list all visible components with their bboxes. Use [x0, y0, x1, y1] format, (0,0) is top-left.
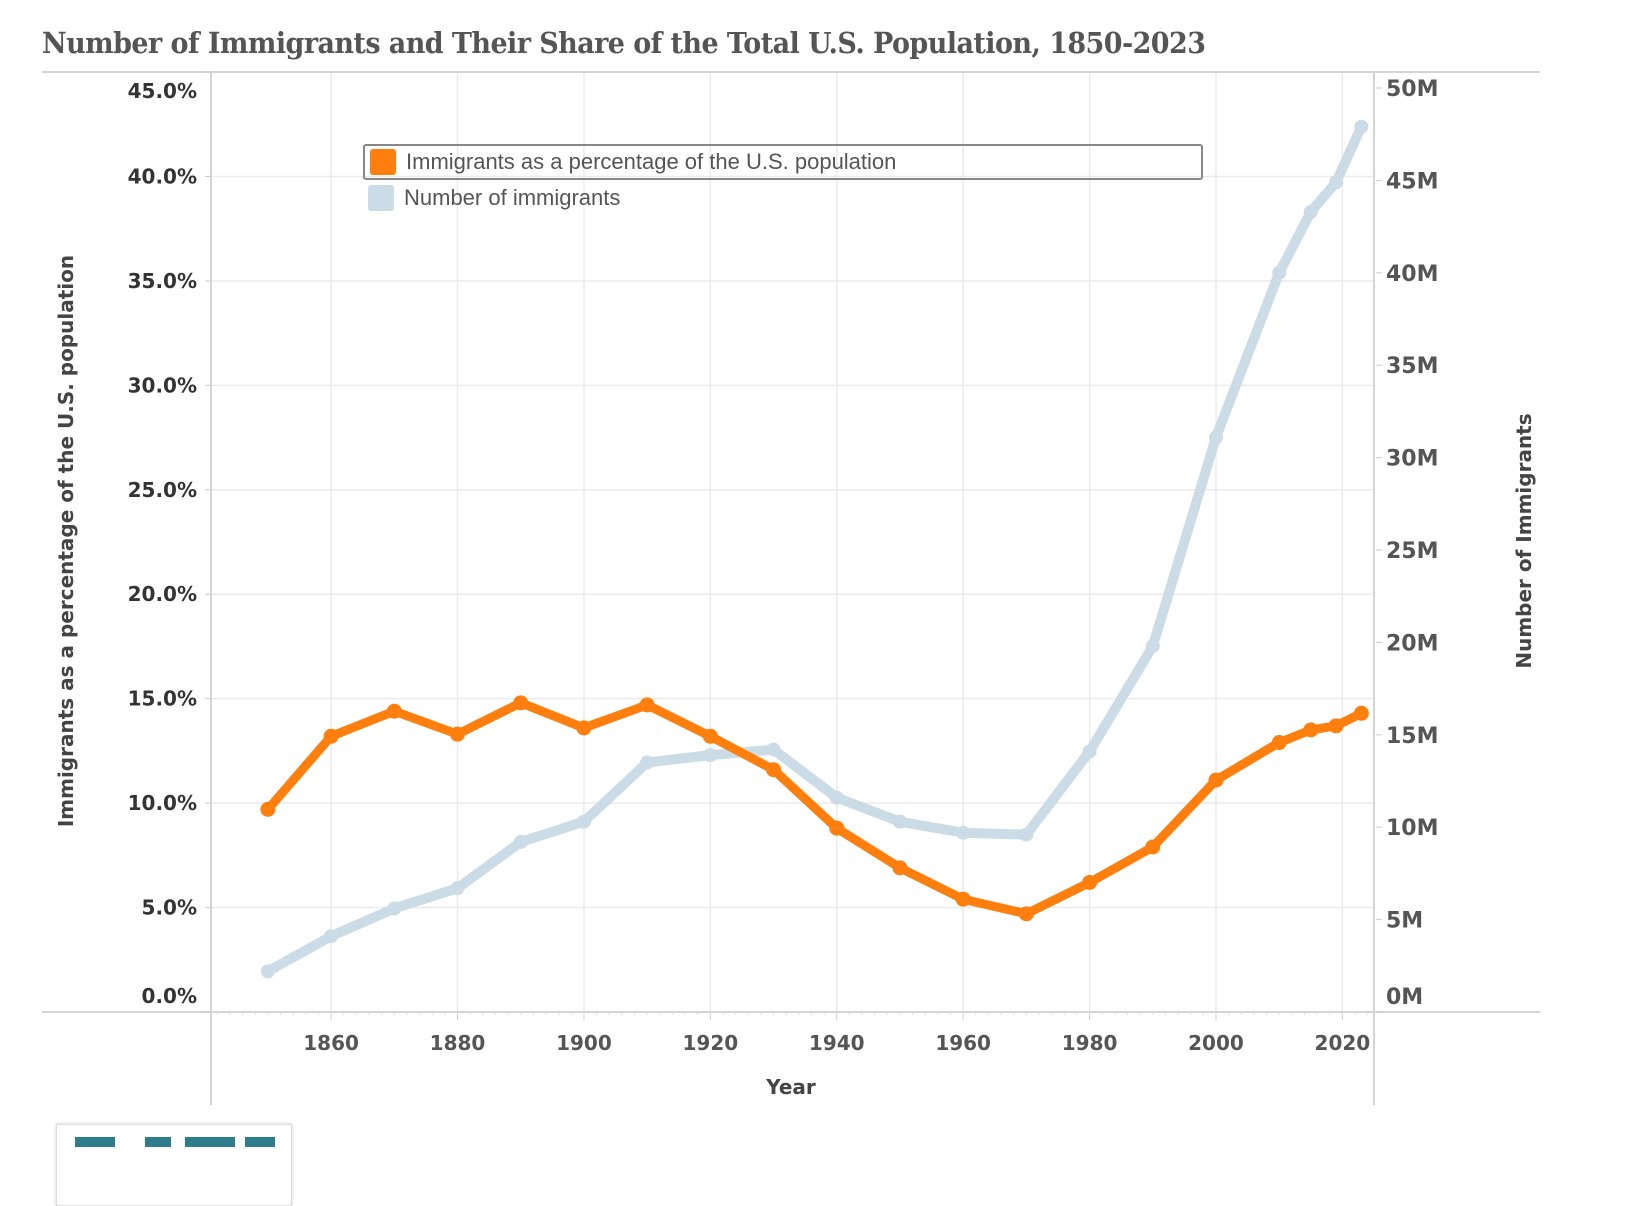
- data-point: [1353, 705, 1369, 721]
- y-left-tick-label: 5.0%: [142, 896, 197, 920]
- x-tick-label: 1880: [430, 1031, 486, 1055]
- organization-logo[interactable]: [56, 1124, 292, 1206]
- data-point: [829, 790, 844, 805]
- y-right-ticks: 0M 5M 10M 15M 20M 25M 30M 35M 40M 45M 50M: [1376, 77, 1439, 1013]
- data-point: [513, 695, 529, 711]
- x-ticks: 1860 1880 1900 1920 1940 1960 1980 2000 2020: [216, 1012, 1371, 1055]
- data-point: [1328, 718, 1344, 734]
- y-right-tick-label: 0M: [1386, 985, 1423, 1010]
- x-tick-label: 2000: [1188, 1031, 1244, 1055]
- data-point: [260, 964, 275, 979]
- legend-label: Number of immigrants: [404, 185, 621, 210]
- data-point: [323, 728, 339, 744]
- y-left-axis-title: Immigrants as a percentage of the U.S. p…: [54, 255, 78, 827]
- x-tick-label: 1940: [809, 1031, 865, 1055]
- y-left-tick-label: 40.0%: [128, 164, 197, 188]
- data-point: [1303, 204, 1318, 219]
- data-point: [703, 748, 718, 763]
- series-layer: [260, 119, 1369, 979]
- logo-mark: [75, 1137, 275, 1147]
- data-point: [513, 834, 528, 849]
- x-tick-label: 1960: [935, 1031, 991, 1055]
- legend-item-percentage[interactable]: Immigrants as a percentage of the U.S. p…: [363, 144, 1203, 180]
- data-point: [892, 860, 908, 876]
- data-point: [640, 755, 655, 770]
- y-left-tick-label: 30.0%: [128, 373, 197, 397]
- y-right-tick-label: 50M: [1386, 77, 1439, 102]
- data-point: [450, 881, 465, 896]
- data-point: [324, 929, 339, 944]
- y-left-tick-label: 45.0%: [128, 79, 197, 103]
- data-point: [829, 820, 845, 836]
- data-point: [1019, 827, 1034, 842]
- data-point: [1082, 874, 1098, 890]
- y-left-tick-label: 20.0%: [128, 582, 197, 606]
- data-point: [1303, 722, 1319, 738]
- y-right-tick-label: 35M: [1386, 354, 1439, 379]
- y-right-tick-label: 45M: [1386, 169, 1439, 194]
- y-right-tick-label: 5M: [1386, 909, 1423, 934]
- y-left-tick-label: 0.0%: [142, 984, 197, 1008]
- series-number: [260, 119, 1369, 979]
- data-point: [386, 703, 402, 719]
- y-left-ticks: 0.0% 5.0% 10.0% 15.0% 20.0% 25.0% 30.0% 35.0% 40…: [128, 71, 211, 1013]
- data-point: [892, 814, 907, 829]
- x-axis-title: Year: [765, 1075, 816, 1099]
- data-point: [1208, 430, 1223, 445]
- data-point: [1354, 119, 1369, 134]
- data-point: [766, 762, 782, 778]
- y-right-tick-label: 15M: [1386, 724, 1439, 749]
- legend-swatch-blue: [368, 185, 394, 211]
- data-point: [260, 801, 276, 817]
- legend-label: Immigrants as a percentage of the U.S. p…: [406, 149, 897, 174]
- data-point: [1272, 265, 1287, 280]
- series-line: [263, 698, 1366, 919]
- x-tick-label: 1900: [556, 1031, 612, 1055]
- data-point: [766, 742, 781, 757]
- y-right-tick-label: 25M: [1386, 539, 1439, 564]
- data-point: [1082, 744, 1097, 759]
- data-point: [639, 697, 655, 713]
- data-point: [1145, 839, 1161, 855]
- y-left-tick-label: 15.0%: [128, 687, 197, 711]
- data-point: [956, 825, 971, 840]
- series-line: [262, 121, 1367, 977]
- x-tick-label: 1920: [682, 1031, 738, 1055]
- data-point: [1329, 175, 1344, 190]
- x-tick-label: 2020: [1315, 1031, 1371, 1055]
- data-point: [450, 726, 466, 742]
- x-tick-label: 1860: [303, 1031, 359, 1055]
- legend: Immigrants as a percentage of the U.S. p…: [363, 144, 1203, 216]
- axes: [42, 71, 1540, 1105]
- data-point: [1018, 906, 1034, 922]
- data-point: [702, 728, 718, 744]
- y-left-tick-label: 25.0%: [128, 478, 197, 502]
- chart-title: Number of Immigrants and Their Share of …: [42, 26, 1206, 60]
- y-right-tick-label: 40M: [1386, 262, 1439, 287]
- x-tick-label: 1980: [1062, 1031, 1118, 1055]
- y-right-tick-label: 10M: [1386, 816, 1439, 841]
- y-right-tick-label: 20M: [1386, 631, 1439, 656]
- data-point: [576, 720, 592, 736]
- data-point: [576, 814, 591, 829]
- series-percentage: [260, 695, 1369, 922]
- legend-item-number[interactable]: Number of immigrants: [363, 180, 1203, 216]
- data-point: [955, 891, 971, 907]
- data-point: [1208, 772, 1224, 788]
- y-right-tick-label: 30M: [1386, 447, 1439, 472]
- legend-swatch-orange: [370, 149, 396, 175]
- data-point: [387, 901, 402, 916]
- y-right-axis-title: Number of Immigrants: [1512, 413, 1536, 668]
- data-point: [1145, 639, 1160, 654]
- y-left-tick-label: 10.0%: [128, 791, 197, 815]
- y-left-tick-label: 35.0%: [128, 269, 197, 293]
- data-point: [1271, 735, 1287, 751]
